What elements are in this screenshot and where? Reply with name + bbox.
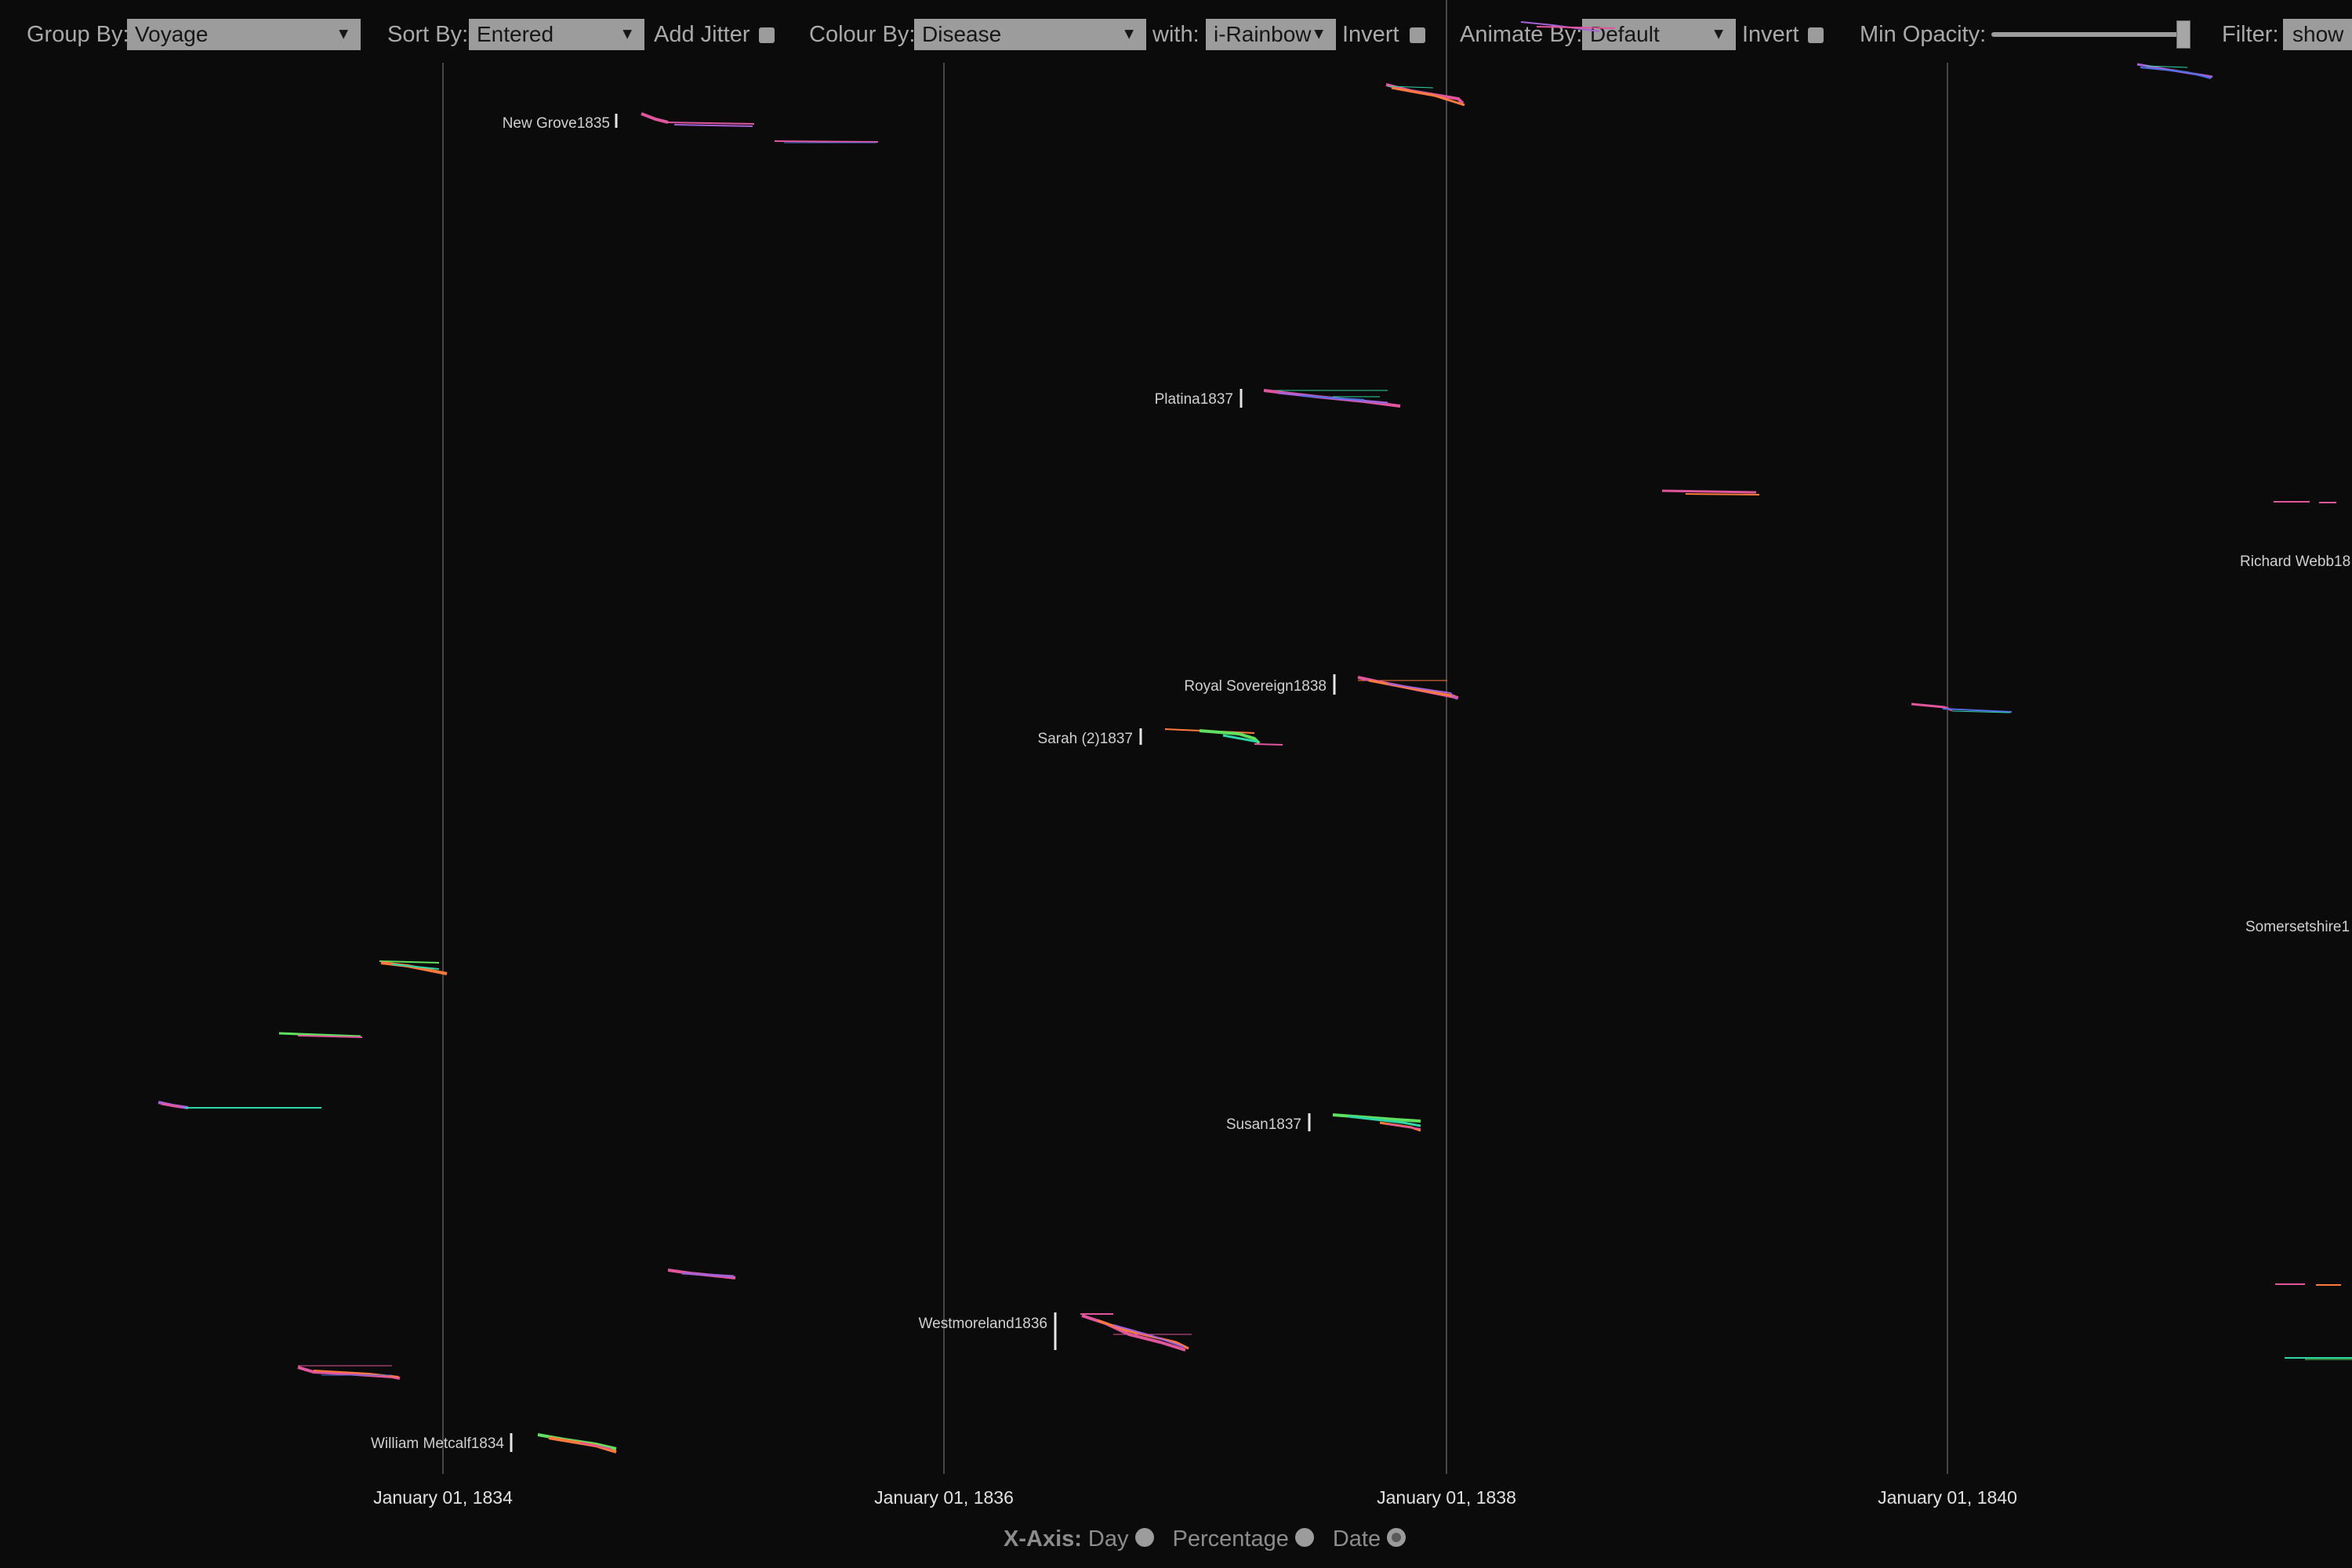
voyage-label-richard-webb[interactable]: Richard Webb18 [2240, 554, 2350, 570]
voyage-timeline-plot: New Grove1835 Platina1837 Richard Webb18… [158, 0, 2352, 1508]
voyage-label-sarah[interactable]: Sarah (2)1837 [1038, 731, 1133, 747]
voyage-trace-cluster[interactable] [1911, 702, 2013, 713]
voyage-label-platina[interactable]: Platina1837 [1155, 391, 1233, 408]
with-label: with: [1152, 21, 1200, 47]
voyage-trace-william-metcalf[interactable] [537, 1433, 617, 1454]
colour-by-label: Colour By: [809, 21, 916, 47]
x-axis-option-percentage-label: Percentage [1172, 1526, 1289, 1552]
voyage-trace-cluster[interactable] [667, 1269, 736, 1279]
chevron-down-icon: ▼ [619, 25, 635, 43]
animate-invert-checkbox[interactable] [1808, 27, 1824, 43]
color-scheme-select[interactable]: i-Rainbow ▼ [1206, 19, 1336, 50]
with-label-wrap: with: [1152, 19, 1200, 50]
filter-value: show [2292, 22, 2344, 46]
voyage-trace-cluster[interactable] [278, 1032, 363, 1038]
x-axis-tick-label: January 01, 1838 [1377, 1487, 1516, 1508]
voyage-trace-susan[interactable] [1332, 1113, 1421, 1132]
colour-by-select[interactable]: Disease ▼ [914, 19, 1146, 50]
filter-input[interactable]: show [2283, 19, 2352, 50]
group-by-value: Voyage [135, 22, 209, 46]
min-opacity-slider[interactable] [1991, 32, 2190, 37]
x-axis-mode-group: X-Axis: Day Percentage Date [1004, 1519, 1425, 1559]
chevron-down-icon: ▼ [336, 25, 351, 43]
add-jitter-checkbox[interactable] [759, 27, 775, 43]
voyage-trace-cluster[interactable] [158, 1101, 321, 1109]
animate-by-value: Default [1590, 22, 1660, 46]
voyage-trace-westmoreland[interactable] [1080, 1313, 1192, 1352]
add-jitter-label: Add Jitter [654, 21, 750, 47]
chevron-down-icon: ▼ [1121, 25, 1137, 43]
x-axis-percentage-radio[interactable] [1294, 1528, 1314, 1547]
voyage-trace-royal-sovereign[interactable] [1357, 676, 1459, 700]
sort-by-label-wrap: Sort By: [387, 19, 468, 50]
min-opacity-label: Min Opacity: [1860, 21, 1987, 47]
colour-by-value: Disease [922, 22, 1002, 46]
color-scheme-value: i-Rainbow [1214, 22, 1312, 46]
sort-by-select[interactable]: Entered ▼ [469, 19, 644, 50]
x-axis-day-radio[interactable] [1134, 1528, 1154, 1547]
x-axis-mode-label: X-Axis: [1004, 1526, 1082, 1552]
voyage-trace-new-grove[interactable] [641, 112, 879, 143]
x-axis-option-date-label: Date [1332, 1526, 1381, 1552]
invert-label-wrap: Invert [1342, 19, 1399, 50]
x-axis-tick-label: January 01, 1840 [1878, 1487, 2017, 1508]
voyage-trace-cluster[interactable] [1385, 83, 1465, 107]
x-axis-tick-label: January 01, 1834 [373, 1487, 513, 1508]
group-by-label-wrap: Group By: [27, 19, 129, 50]
voyage-trace-platina[interactable] [1263, 389, 1401, 408]
chevron-down-icon: ▼ [1311, 25, 1327, 43]
min-opacity-slider-handle[interactable] [2176, 20, 2190, 49]
voyage-label-royal-sovereign[interactable]: Royal Sovereign1838 [1184, 678, 1327, 695]
x-axis-ticks: January 01, 1834 January 01, 1836 Januar… [373, 1487, 2017, 1508]
voyage-label-westmoreland[interactable]: Westmoreland1836 [919, 1316, 1047, 1332]
chevron-down-icon: ▼ [1711, 25, 1726, 43]
group-by-select[interactable]: Voyage ▼ [127, 19, 361, 50]
min-opacity-label-wrap: Min Opacity: [1860, 19, 1986, 50]
colour-by-label-wrap: Colour By: [809, 19, 915, 50]
voyage-trace-sarah[interactable] [1164, 728, 1283, 746]
animate-by-select[interactable]: Default ▼ [1582, 19, 1736, 50]
x-axis-tick-label: January 01, 1836 [874, 1487, 1014, 1508]
group-by-label: Group By: [27, 21, 129, 47]
filter-label-wrap: Filter: [2222, 19, 2279, 50]
voyage-trace-cluster[interactable] [1520, 21, 1616, 32]
add-jitter-label-wrap: Add Jitter [654, 19, 750, 50]
voyage-trace-cluster[interactable] [297, 1365, 401, 1380]
voyage-label-somersetshire[interactable]: Somersetshire1 [2245, 919, 2350, 935]
voyage-labels: New Grove1835 Platina1837 Richard Webb18… [371, 114, 2350, 1452]
animate-invert-label-wrap: Invert [1742, 19, 1799, 50]
voyage-label-new-grove[interactable]: New Grove1835 [503, 115, 610, 132]
invert-checkbox[interactable] [1410, 27, 1425, 43]
voyage-label-william-metcalf[interactable]: William Metcalf1834 [371, 1436, 504, 1452]
animate-invert-label: Invert [1742, 21, 1799, 47]
invert-label: Invert [1342, 21, 1399, 47]
voyage-trace-richard-webb[interactable] [2274, 501, 2336, 503]
voyage-trace-cluster[interactable] [379, 960, 448, 975]
filter-label: Filter: [2222, 21, 2279, 47]
voyage-trace-cluster[interactable] [2136, 63, 2213, 79]
x-axis-date-radio[interactable] [1387, 1528, 1406, 1547]
voyage-label-susan[interactable]: Susan1837 [1226, 1116, 1301, 1133]
x-axis-option-day-label: Day [1087, 1526, 1129, 1552]
sort-by-label: Sort By: [387, 21, 469, 47]
controls-toolbar: Group By: Voyage ▼ Sort By: Entered ▼ Ad… [0, 0, 2352, 71]
voyage-trace-cluster[interactable] [1661, 489, 1760, 495]
voyage-traces [158, 21, 2352, 1454]
voyage-trace-cluster[interactable] [2275, 1283, 2352, 1360]
gridlines [442, 0, 1948, 1474]
sort-by-value: Entered [477, 22, 554, 46]
